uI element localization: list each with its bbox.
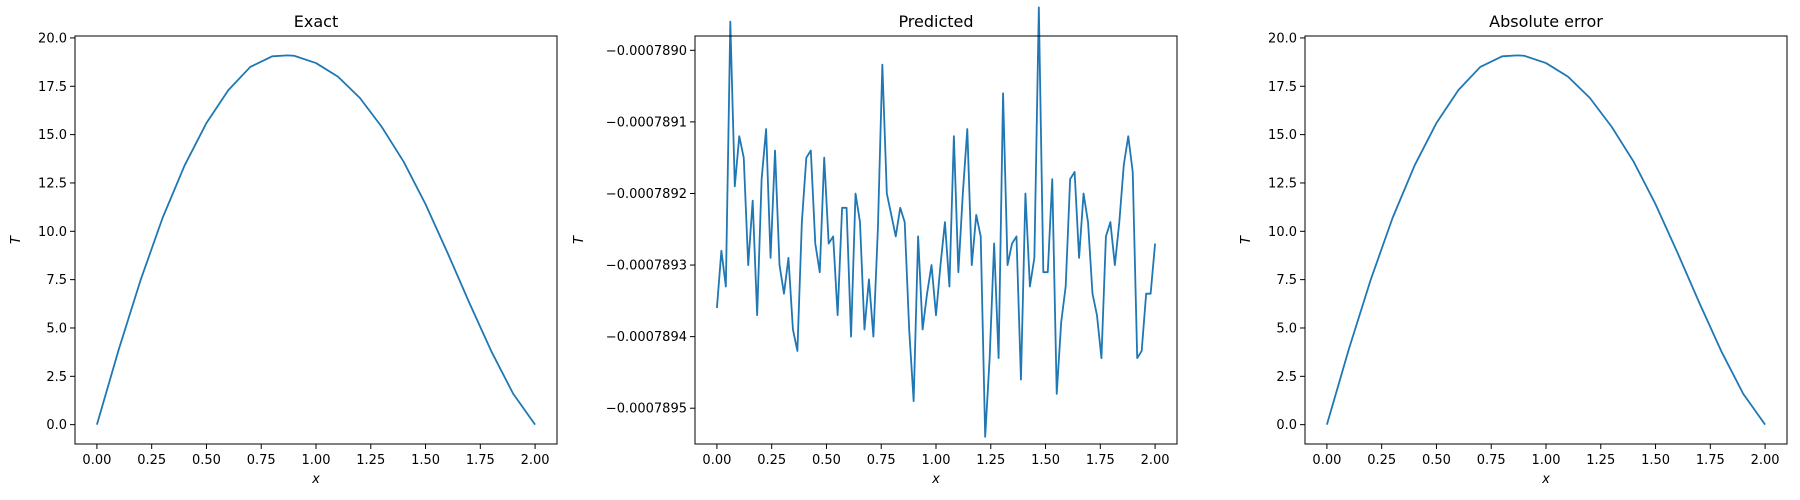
y-tick-label: 15.0 [1268, 128, 1297, 143]
x-tick-label: 0.50 [1422, 453, 1451, 468]
y-tick-label: −0.0007894 [606, 330, 687, 345]
y-tick-label: 2.5 [46, 370, 67, 385]
x-tick-label: 1.00 [922, 453, 951, 468]
x-tick-label: 0.75 [867, 453, 896, 468]
y-tick-label: 0.0 [1276, 418, 1297, 433]
chart-title: Predicted [898, 12, 973, 31]
y-tick-label: 5.0 [1276, 321, 1297, 336]
y-tick-label: 20.0 [38, 31, 67, 46]
chart-panel-3: Absolute error 0.00 0.25 0.50 0.75 1.00 1.25 1.… [1239, 12, 1788, 487]
y-tick-label: 0.0 [46, 418, 67, 433]
y-tick-label: 17.5 [38, 80, 67, 95]
y-tick-label: 2.5 [1276, 370, 1297, 385]
y-axis-label: T [572, 235, 587, 244]
x-axis-label: x [311, 472, 320, 487]
x-tick-label: 1.50 [1641, 453, 1670, 468]
y-tick-label: 7.5 [46, 273, 67, 288]
y-tick-label: −0.0007895 [606, 402, 687, 417]
y-tick-label: 10.0 [38, 225, 67, 240]
x-tick-label: 2.00 [1751, 453, 1780, 468]
x-tick-label: 0.25 [757, 453, 786, 468]
chart-panel-1: Exact 0.00 0.25 0.50 0.75 1.00 1.25 1.50 1.75 2.0… [9, 12, 558, 487]
x-tick-label: 1.00 [1532, 453, 1561, 468]
x-tick-label: 0.75 [247, 453, 276, 468]
x-tick-label: 1.25 [976, 453, 1005, 468]
x-tick-label: 2.00 [521, 453, 550, 468]
series-line-1 [716, 6, 1156, 438]
axes-frame [74, 35, 558, 445]
y-tick-label: −0.0007892 [606, 187, 687, 202]
chart-panel-2: Predicted 0.00 0.25 0.50 0.75 1.00 1.25 1.50 1.7… [572, 6, 1178, 487]
axes-frame [694, 35, 1178, 445]
x-tick-label: 0.25 [137, 453, 166, 468]
x-tick-label: 1.75 [466, 453, 495, 468]
x-tick-label: 0.00 [1312, 453, 1341, 468]
chart-title: Exact [294, 12, 338, 31]
chart-title: Absolute error [1489, 12, 1603, 31]
x-tick-label: 1.50 [411, 453, 440, 468]
x-tick-label: 2.00 [1141, 453, 1170, 468]
y-axis-label: T [9, 235, 24, 244]
x-tick-label: 1.25 [356, 453, 385, 468]
x-axis-label: x [931, 472, 940, 487]
y-tick-label: −0.0007891 [606, 115, 687, 130]
x-tick-label: 0.00 [702, 453, 731, 468]
x-tick-label: 1.00 [302, 453, 331, 468]
series-line-1 [96, 54, 536, 426]
x-tick-label: 0.75 [1477, 453, 1506, 468]
x-tick-label: 1.25 [1586, 453, 1615, 468]
y-tick-label: 7.5 [1276, 273, 1297, 288]
y-tick-label: 12.5 [1268, 176, 1297, 191]
y-tick-label: 15.0 [38, 128, 67, 143]
y-tick-label: 20.0 [1268, 31, 1297, 46]
x-tick-label: 1.50 [1031, 453, 1060, 468]
x-tick-label: 0.50 [192, 453, 221, 468]
series-line-1 [1326, 54, 1766, 426]
x-tick-label: 1.75 [1086, 453, 1115, 468]
y-tick-label: 5.0 [46, 321, 67, 336]
y-tick-label: 12.5 [38, 176, 67, 191]
y-tick-label: −0.0007890 [606, 44, 687, 59]
x-tick-label: 0.25 [1367, 453, 1396, 468]
y-axis-label: T [1239, 235, 1254, 244]
x-tick-label: 0.00 [82, 453, 111, 468]
y-tick-label: 10.0 [1268, 225, 1297, 240]
y-tick-label: 17.5 [1268, 80, 1297, 95]
x-tick-label: 1.75 [1696, 453, 1725, 468]
x-tick-label: 0.50 [812, 453, 841, 468]
x-axis-label: x [1541, 472, 1550, 487]
axes-frame [1304, 35, 1788, 445]
y-tick-label: −0.0007893 [606, 259, 687, 274]
